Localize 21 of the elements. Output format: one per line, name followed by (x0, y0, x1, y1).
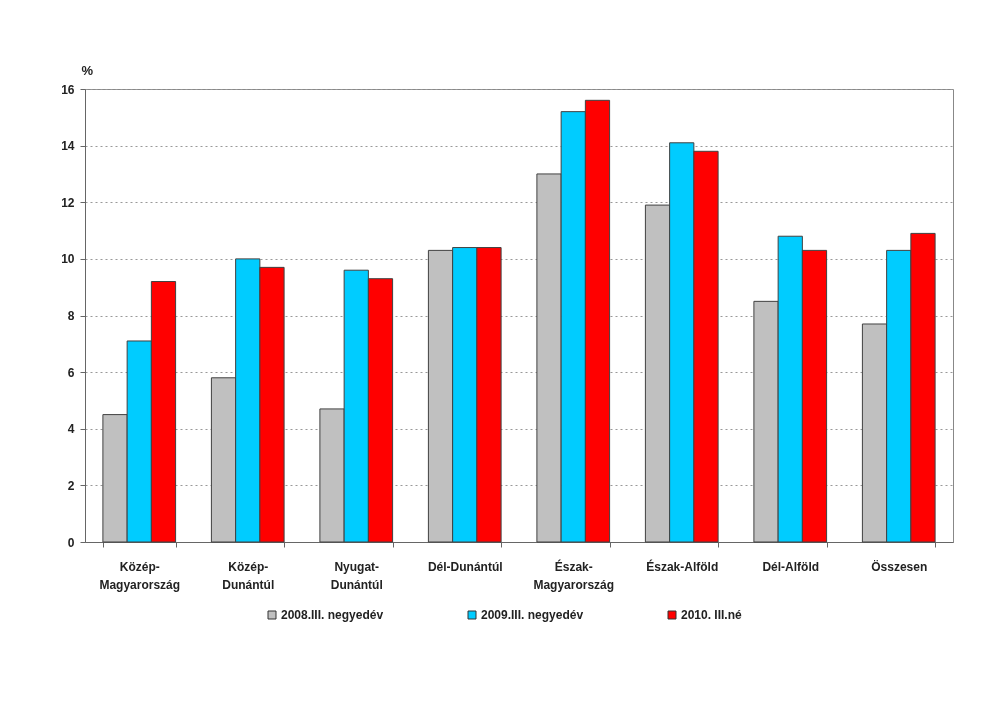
x-tick-label: Észak- Magyarország (533, 558, 615, 592)
x-tick-label: Közép- Magyarország (99, 559, 181, 592)
y-axis-title: % (81, 62, 94, 78)
y-tick-label: 0 (67, 535, 75, 550)
y-tick-label: 12 (61, 195, 75, 210)
legend-label: 2008.III. negyedév (281, 608, 384, 622)
y-tick-label: 2 (67, 478, 75, 493)
legend-label: 2010. III.né (681, 608, 743, 622)
x-tick-label: Észak-Alföld (646, 558, 719, 574)
y-tick-label: 14 (61, 139, 75, 154)
y-tick-label: 8 (67, 309, 75, 323)
y-tick-label: 10 (61, 252, 75, 267)
x-tick-label: Dél-Dunántúl (427, 559, 503, 574)
legend-label: 2009.III. negyedév (481, 608, 584, 622)
x-tick-label: Közép- Dunántúl (222, 559, 275, 592)
x-tick-label: Összesen (871, 558, 928, 574)
x-tick-label: Nyugat- Dunántúl (330, 559, 383, 592)
y-tick-label: 16 (61, 82, 75, 97)
x-tick-label: Dél-Alföld (762, 559, 820, 574)
y-tick-label: 4 (67, 422, 75, 437)
y-tick-label: 6 (67, 365, 75, 380)
